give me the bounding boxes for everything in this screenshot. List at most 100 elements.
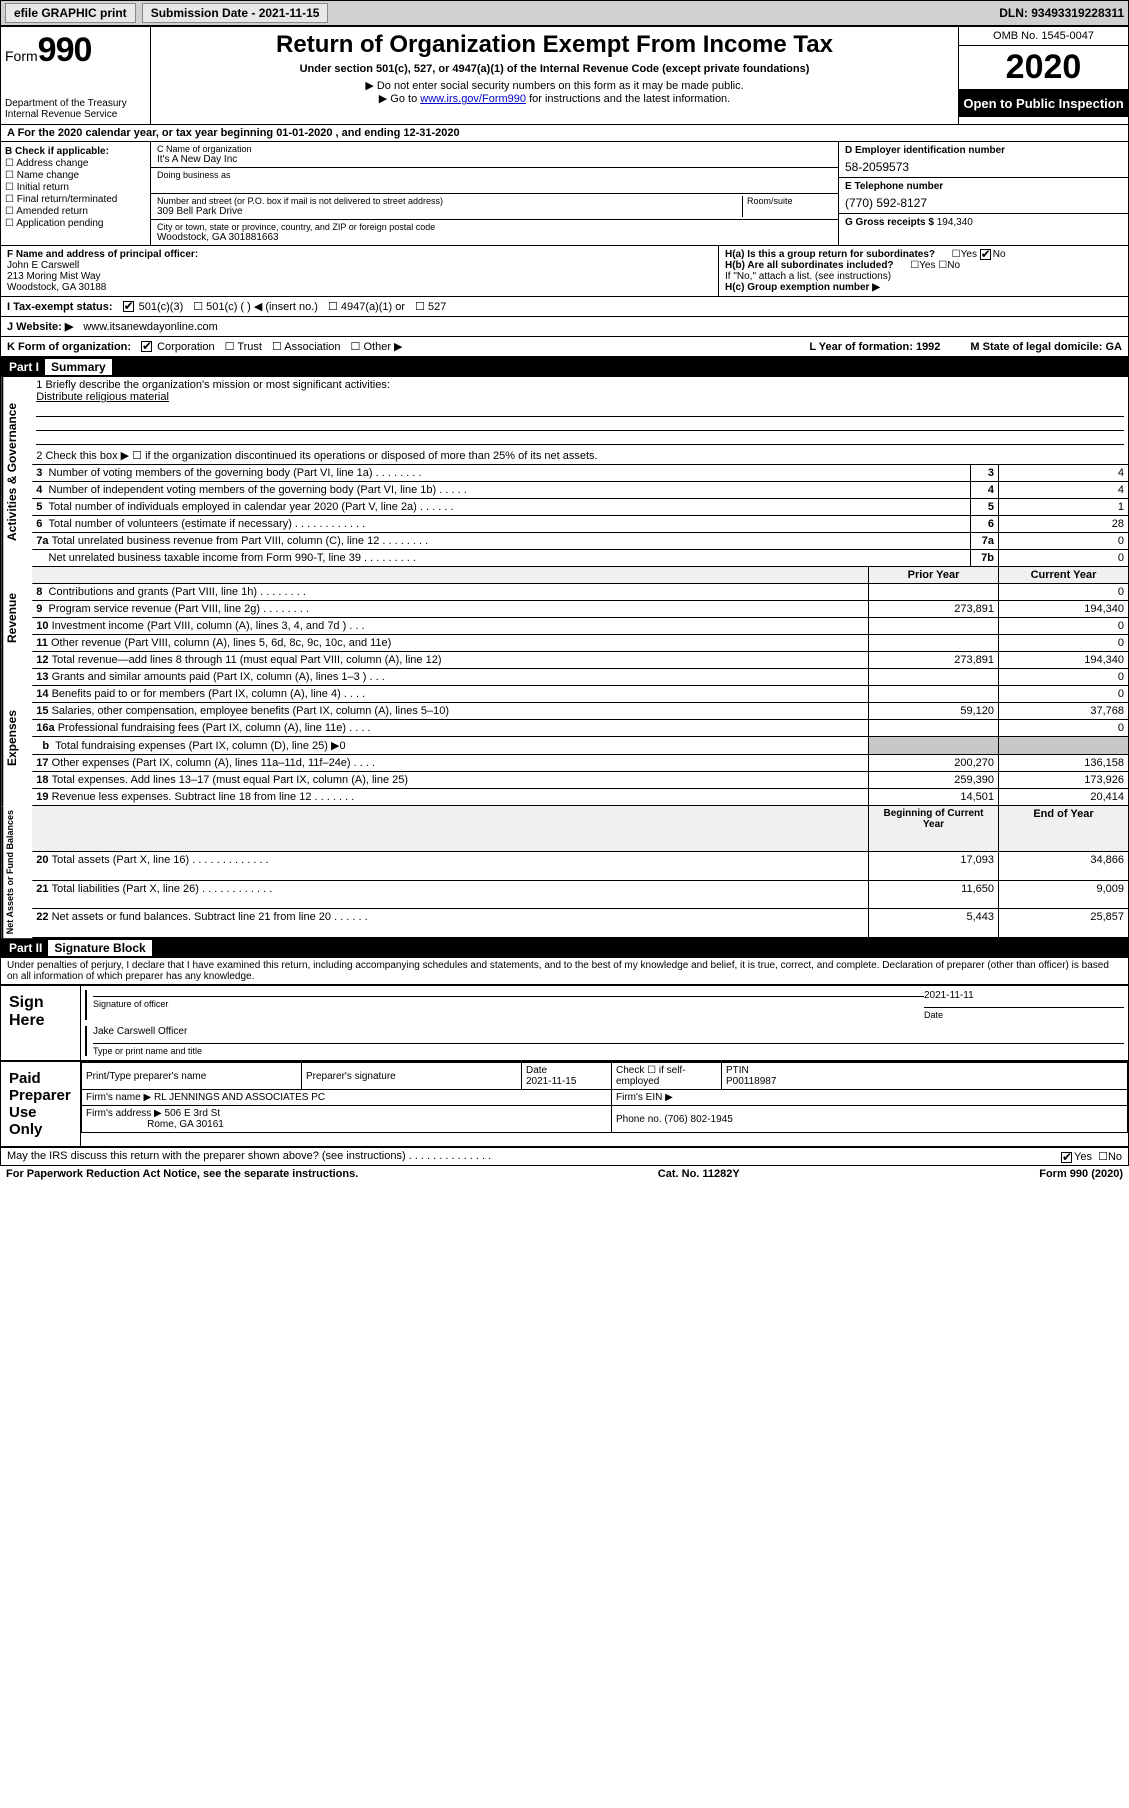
line-7a: 7a Total unrelated business revenue from… [32, 533, 1128, 550]
line-19: 19 Revenue less expenses. Subtract line … [32, 789, 1128, 806]
line-10: 10 Investment income (Part VIII, column … [32, 618, 1128, 635]
dept-treasury: Department of the Treasury Internal Reve… [5, 98, 146, 120]
firm-phone: (706) 802-1945 [664, 1114, 732, 1125]
line-8: 8 Contributions and grants (Part VIII, l… [32, 584, 1128, 601]
form-subtitle: Under section 501(c), 527, or 4947(a)(1)… [155, 63, 954, 75]
line-6: 6 Total number of volunteers (estimate i… [32, 516, 1128, 533]
form-number: 990 [38, 31, 92, 69]
discuss-yes[interactable] [1061, 1152, 1072, 1163]
chk-address-change[interactable]: ☐ Address change [5, 158, 146, 169]
line-12: 12 Total revenue—add lines 8 through 11 … [32, 652, 1128, 669]
open-public-badge: Open to Public Inspection [959, 90, 1128, 117]
chk-name-change[interactable]: ☐ Name change [5, 170, 146, 181]
section-governance: Activities & Governance 1 Briefly descri… [0, 377, 1129, 567]
vlabel-revenue: Revenue [1, 567, 32, 669]
form-header: Form990 Department of the Treasury Inter… [0, 26, 1129, 125]
officer-addr1: 213 Moring Mist Way [7, 271, 101, 282]
form-note-ssn: ▶ Do not enter social security numbers o… [155, 79, 954, 92]
efile-print-button[interactable]: efile GRAPHIC print [5, 3, 136, 23]
sig-officer-label: Signature of officer [93, 999, 924, 1009]
group-return-no[interactable] [980, 249, 991, 260]
firm-name: RL JENNINGS AND ASSOCIATES PC [154, 1092, 325, 1103]
group-return-block: H(a) Is this a group return for subordin… [718, 246, 1128, 296]
prep-name-hdr: Print/Type preparer's name [82, 1063, 302, 1090]
prep-date: 2021-11-15 [526, 1076, 576, 1087]
line-22: 22 Net assets or fund balances. Subtract… [32, 909, 1128, 938]
section-expenses: Expenses 13 Grants and similar amounts p… [0, 669, 1129, 806]
row-f-h: F Name and address of principal officer:… [0, 246, 1129, 297]
gross-value: 194,340 [937, 217, 973, 228]
line-21: 21 Total liabilities (Part X, line 26) .… [32, 880, 1128, 909]
line-16b: b Total fundraising expenses (Part IX, c… [32, 737, 1128, 755]
hdr-prior: Prior Year [869, 567, 999, 584]
row-k-form-org: K Form of organization: Corporation ☐ Tr… [0, 337, 1129, 357]
q1-label: 1 Briefly describe the organization's mi… [36, 379, 1124, 391]
chk-initial-return[interactable]: ☐ Initial return [5, 182, 146, 193]
hdr-beginning: Beginning of Current Year [869, 806, 999, 851]
tax-year: 2020 [959, 46, 1128, 90]
q2-discontinued: 2 Check this box ▶ ☐ if the organization… [32, 447, 1128, 465]
ein-value: 58-2059573 [845, 160, 1122, 174]
sign-here-block: Sign Here Signature of officer 2021-11-1… [0, 985, 1129, 1061]
chk-501c3[interactable] [123, 301, 134, 312]
tel-cell: E Telephone number (770) 592-8127 [839, 178, 1128, 214]
row-j-website: J Website: ▶ www.itsanewdayonline.com [0, 317, 1129, 337]
room-suite-label: Room/suite [747, 196, 832, 206]
line-13: 13 Grants and similar amounts paid (Part… [32, 669, 1128, 686]
line-4: 4 Number of independent voting members o… [32, 482, 1128, 499]
dln-label: DLN: 93493319228311 [999, 6, 1124, 20]
sig-name-label: Type or print name and title [93, 1046, 1124, 1056]
chk-final-return[interactable]: ☐ Final return/terminated [5, 194, 146, 205]
paid-preparer-block: Paid Preparer Use Only Print/Type prepar… [0, 1061, 1129, 1147]
discuss-row: May the IRS discuss this return with the… [0, 1147, 1129, 1166]
part-ii-header: Part IISignature Block [0, 938, 1129, 958]
perjury-decl: Under penalties of perjury, I declare th… [0, 958, 1129, 985]
sig-date-label: Date [924, 1010, 1124, 1020]
header-info-block: B Check if applicable: ☐ Address change … [0, 142, 1129, 246]
irs-link[interactable]: www.irs.gov/Form990 [420, 93, 526, 105]
line-5: 5 Total number of individuals employed i… [32, 499, 1128, 516]
section-revenue: Revenue Prior YearCurrent Year 8 Contrib… [0, 567, 1129, 669]
org-name-cell: C Name of organization It's A New Day In… [151, 142, 838, 168]
col-c-org-info: C Name of organization It's A New Day In… [151, 142, 838, 245]
mission-text: Distribute religious material [36, 391, 1124, 403]
chk-app-pending[interactable]: ☐ Application pending [5, 218, 146, 229]
officer-addr2: Woodstock, GA 30188 [7, 282, 106, 293]
form-id-block: Form990 Department of the Treasury Inter… [1, 27, 151, 124]
col-b-label: B Check if applicable: [5, 146, 109, 157]
submission-date-button[interactable]: Submission Date - 2021-11-15 [142, 3, 329, 23]
footer-right: Form 990 (2020) [1039, 1168, 1123, 1180]
form-note-link: ▶ Go to www.irs.gov/Form990 for instruct… [155, 92, 954, 105]
form-prefix: Form [5, 48, 38, 64]
hdr-end: End of Year [999, 806, 1129, 851]
chk-amended[interactable]: ☐ Amended return [5, 206, 146, 217]
line-3: 3 Number of voting members of the govern… [32, 465, 1128, 482]
footer-left: For Paperwork Reduction Act Notice, see … [6, 1168, 358, 1180]
dba-cell: Doing business as [151, 168, 838, 194]
sig-date-val: 2021-11-11 [924, 990, 1124, 1001]
gross-cell: G Gross receipts $ 194,340 [839, 214, 1128, 231]
form-title-block: Return of Organization Exempt From Incom… [151, 27, 958, 124]
paid-preparer-label: Paid Preparer Use Only [1, 1062, 81, 1146]
line-15: 15 Salaries, other compensation, employe… [32, 703, 1128, 720]
vlabel-netassets: Net Assets or Fund Balances [1, 806, 32, 938]
chk-corp[interactable] [141, 341, 152, 352]
firm-addr2: Rome, GA 30161 [147, 1119, 224, 1130]
prep-sig-hdr: Preparer's signature [302, 1063, 522, 1090]
section-netassets: Net Assets or Fund Balances Beginning of… [0, 806, 1129, 938]
line-14: 14 Benefits paid to or for members (Part… [32, 686, 1128, 703]
line-17: 17 Other expenses (Part IX, column (A), … [32, 755, 1128, 772]
row-i-tax-status: I Tax-exempt status: 501(c)(3) ☐ 501(c) … [0, 297, 1129, 317]
line-16a: 16a Professional fundraising fees (Part … [32, 720, 1128, 737]
vlabel-governance: Activities & Governance [1, 377, 32, 567]
efile-topbar: efile GRAPHIC print Submission Date - 20… [0, 0, 1129, 26]
page-footer: For Paperwork Reduction Act Notice, see … [0, 1166, 1129, 1182]
omb-number: OMB No. 1545-0047 [959, 27, 1128, 46]
principal-officer: F Name and address of principal officer:… [1, 246, 718, 296]
part-i-header: Part ISummary [0, 357, 1129, 377]
prep-self-employed: Check ☐ if self-employed [612, 1063, 722, 1090]
prep-ptin: P00118987 [726, 1076, 776, 1087]
state-domicile: M State of legal domicile: GA [970, 341, 1122, 353]
sig-name: Jake Carswell Officer [93, 1026, 1124, 1037]
officer-name: John E Carswell [7, 260, 79, 271]
